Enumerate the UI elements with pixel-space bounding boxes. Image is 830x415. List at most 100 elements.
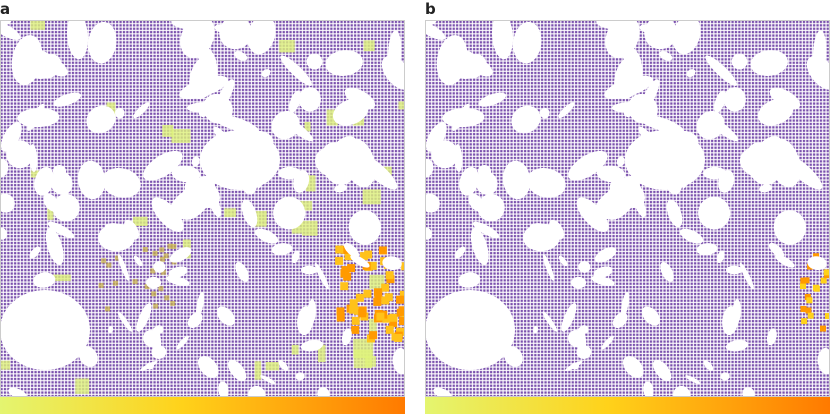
hot-patch xyxy=(384,293,393,302)
hot-patch xyxy=(335,245,344,254)
void-region xyxy=(124,219,140,240)
void-region xyxy=(720,372,730,381)
void-region xyxy=(43,193,60,212)
void-region xyxy=(115,107,125,119)
void-region xyxy=(153,261,166,273)
void-region xyxy=(381,55,405,90)
void-region xyxy=(218,381,229,396)
hot-patch xyxy=(335,256,344,265)
low-patch xyxy=(52,274,71,282)
void-region xyxy=(640,79,660,112)
void-region xyxy=(742,387,755,396)
mid-patch xyxy=(160,269,166,275)
hot-patch xyxy=(369,331,378,340)
void-region xyxy=(295,372,305,381)
void-region xyxy=(644,20,678,50)
void-region xyxy=(306,53,323,70)
hot-patch xyxy=(801,318,808,325)
hot-patch xyxy=(823,269,830,276)
void-region xyxy=(77,160,106,200)
void-region xyxy=(341,328,352,346)
void-region xyxy=(34,166,54,196)
hot-patch xyxy=(381,283,390,292)
void-region xyxy=(685,375,701,384)
colorbar xyxy=(425,397,830,414)
hot-patch xyxy=(805,307,812,314)
void-region xyxy=(47,221,75,239)
void-region xyxy=(133,102,150,119)
void-region xyxy=(33,272,56,288)
low-patch xyxy=(291,344,299,355)
void-region xyxy=(561,302,577,332)
void-region xyxy=(350,254,370,268)
hot-patch xyxy=(820,277,827,284)
void-region xyxy=(625,130,705,190)
void-region xyxy=(686,69,696,78)
void-region xyxy=(169,247,192,263)
void-region xyxy=(433,387,452,396)
hot-patch xyxy=(394,333,403,342)
mid-patch xyxy=(164,295,170,301)
hot-patch xyxy=(804,293,811,300)
mid-patch xyxy=(112,280,118,286)
void-region xyxy=(725,265,743,275)
hot-patch xyxy=(389,313,398,322)
void-region xyxy=(50,171,73,195)
void-region xyxy=(104,223,130,236)
hot-patch xyxy=(351,325,360,334)
void-region xyxy=(67,20,89,60)
void-region xyxy=(219,20,253,50)
hot-patch xyxy=(800,305,807,312)
void-region xyxy=(187,102,217,113)
void-region xyxy=(241,199,258,228)
void-region xyxy=(515,32,540,43)
void-region xyxy=(696,110,725,140)
void-region xyxy=(558,102,575,119)
void-region xyxy=(558,255,568,267)
low-patch xyxy=(305,175,316,192)
void-region xyxy=(643,381,654,396)
mid-patch xyxy=(167,243,173,249)
void-region xyxy=(168,266,188,278)
void-region xyxy=(117,254,130,281)
mid-patch xyxy=(170,300,176,306)
mid-patch xyxy=(115,255,121,261)
mid-patch xyxy=(101,258,107,264)
void-region xyxy=(260,375,276,384)
low-patch xyxy=(362,189,381,205)
low-patch xyxy=(133,216,148,226)
panel-frame xyxy=(0,20,405,397)
void-region xyxy=(196,292,204,318)
void-region xyxy=(247,20,276,55)
void-region xyxy=(660,262,674,282)
void-region xyxy=(621,44,642,71)
void-region xyxy=(658,363,665,377)
void-region xyxy=(594,184,639,220)
void-region xyxy=(459,166,479,196)
void-region xyxy=(641,306,661,326)
void-region xyxy=(314,262,329,290)
hot-patch xyxy=(806,297,813,304)
hot-patch xyxy=(349,305,358,314)
void-region xyxy=(425,122,447,152)
low-patch xyxy=(0,360,11,370)
void-region xyxy=(23,39,41,56)
void-region xyxy=(666,199,683,228)
void-region xyxy=(343,242,360,258)
colorbar xyxy=(0,397,405,414)
void-region xyxy=(604,75,654,100)
void-region xyxy=(448,39,466,56)
void-region xyxy=(191,156,200,167)
void-region xyxy=(425,227,432,240)
hot-patch xyxy=(813,285,820,292)
mid-patch xyxy=(160,256,166,262)
void-region xyxy=(166,275,190,286)
void-region xyxy=(807,256,827,271)
void-region xyxy=(29,246,41,259)
void-region xyxy=(289,90,301,113)
void-region xyxy=(529,223,555,236)
void-region xyxy=(593,266,613,278)
void-region xyxy=(78,346,98,367)
void-region xyxy=(53,92,82,107)
low-patch xyxy=(302,220,318,236)
